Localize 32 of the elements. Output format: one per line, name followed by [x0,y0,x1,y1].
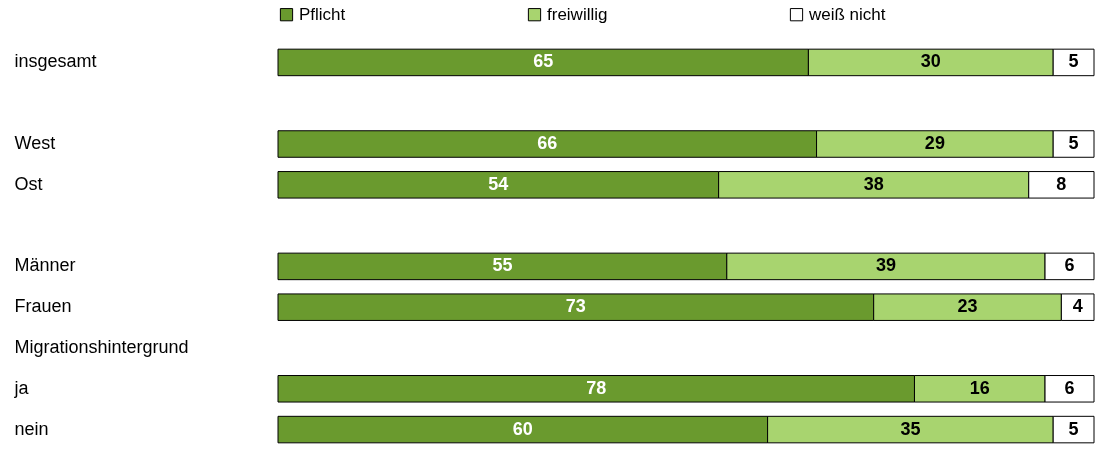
data-label: 6 [1064,255,1075,276]
data-label: 39 [875,255,896,276]
y-tick-label: Ost [14,173,43,194]
data-label: 29 [924,133,945,154]
data-label: 55 [492,255,513,276]
legend-label: freiwillig [547,4,608,24]
data-label: 23 [957,296,978,317]
legend-label: Pflicht [299,4,346,24]
legend-label: weiß nicht [808,4,886,24]
data-label: 65 [533,51,554,72]
data-label: 30 [920,51,941,72]
data-label: 8 [1056,173,1067,194]
y-tick-label: nein [14,418,49,439]
y-tick-label: Migrationshintergrund [14,336,189,357]
data-label: 5 [1068,51,1079,72]
data-label: 6 [1064,377,1075,398]
data-label: 5 [1068,133,1079,154]
y-tick-label: Frauen [14,296,72,317]
y-tick-label: West [14,133,56,154]
data-label: 66 [537,133,558,154]
data-label: 4 [1072,296,1083,317]
data-label: 60 [512,418,533,439]
data-label: 5 [1068,418,1079,439]
data-label: 54 [488,173,509,194]
data-label: 73 [565,296,586,317]
data-label: 78 [586,377,607,398]
y-tick-label: ja [13,377,30,398]
y-tick-label: Männer [14,255,76,276]
data-label: 38 [863,173,884,194]
data-label: 16 [969,377,990,398]
y-tick-label: insgesamt [14,51,97,72]
data-label: 35 [900,418,921,439]
